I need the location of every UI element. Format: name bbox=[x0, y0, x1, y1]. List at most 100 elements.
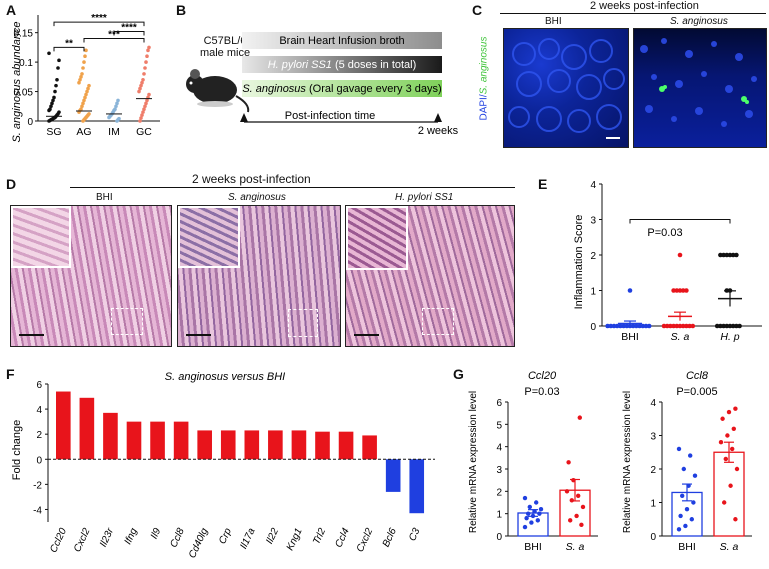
data-point bbox=[720, 416, 725, 421]
y-axis-label: DAPI/S. anginosus bbox=[478, 37, 490, 121]
y-tick-label: 2 bbox=[496, 487, 502, 498]
x-tick-label: Ccl4 bbox=[333, 526, 352, 549]
data-point bbox=[690, 323, 696, 329]
data-point bbox=[48, 107, 52, 112]
y-tick-label: 1 bbox=[496, 510, 502, 521]
data-point bbox=[50, 101, 54, 106]
data-point bbox=[54, 83, 58, 88]
bar bbox=[126, 421, 142, 460]
data-point bbox=[718, 323, 723, 329]
tissue-pattern bbox=[640, 38, 757, 127]
data-point bbox=[47, 51, 51, 56]
data-point bbox=[86, 86, 90, 91]
data-point bbox=[139, 83, 143, 88]
scale-bar bbox=[19, 334, 44, 336]
x-tick-label: Cxcl2 bbox=[355, 526, 376, 554]
panel-b: B C57BL/6 male mice Brain Heart Infusion… bbox=[170, 0, 460, 150]
x-tick-label: BHI bbox=[678, 541, 696, 553]
data-point bbox=[605, 323, 610, 329]
ccl8-title: Ccl8 bbox=[686, 370, 709, 382]
data-point bbox=[725, 433, 730, 438]
dapi-label: DAPI/ bbox=[478, 94, 490, 121]
timeline-end-label: 2 weeks bbox=[418, 125, 459, 137]
scale-bar bbox=[186, 334, 211, 336]
p-value-label: P=0.03 bbox=[647, 227, 682, 239]
y-tick-label: 6 bbox=[36, 380, 42, 391]
data-point bbox=[144, 101, 148, 106]
title-underline bbox=[70, 187, 515, 188]
data-point bbox=[691, 500, 696, 505]
sanginosus-bar-label: S. anginosus (Oral gavage every 3 days) bbox=[242, 83, 441, 95]
data-point bbox=[143, 66, 147, 70]
panel-d: D 2 weeks post-infection BHI S. anginosu… bbox=[0, 170, 520, 350]
y-tick-label: 0 bbox=[590, 322, 596, 333]
y-tick-label: -4 bbox=[33, 505, 42, 516]
title-underline bbox=[500, 13, 766, 14]
x-tick-label: BHI bbox=[621, 331, 639, 343]
data-point bbox=[532, 509, 537, 514]
data-point bbox=[637, 323, 642, 329]
data-point bbox=[146, 48, 150, 53]
abundance-scatter-chart: S. anginosus abundance 0 0.05 0.1 0.15 SG AG I… bbox=[11, 13, 160, 143]
y-axis-label: Fold change bbox=[11, 420, 23, 481]
bhi-fluorescence-image bbox=[503, 28, 629, 148]
data-point bbox=[618, 323, 623, 329]
y-tick-label: 6 bbox=[496, 398, 502, 409]
data-point bbox=[77, 80, 81, 85]
x-tick-label: Ccl8 bbox=[168, 526, 187, 549]
timeline-label: Post-infection time bbox=[285, 110, 375, 122]
hpylori-dose: (5 doses in total) bbox=[332, 59, 416, 71]
data-point bbox=[608, 323, 614, 329]
data-point bbox=[529, 520, 534, 525]
data-point bbox=[147, 92, 151, 97]
bar bbox=[150, 421, 165, 460]
sa-he-label: S. anginosus bbox=[228, 192, 286, 203]
strain-text: C57BL/6 bbox=[203, 35, 247, 47]
x-tick-label: Kng1 bbox=[285, 527, 305, 553]
mrna-expression-charts: Relative mRNA expression level Relative … bbox=[468, 370, 752, 553]
data-point bbox=[143, 104, 147, 109]
data-point bbox=[671, 288, 676, 293]
data-point bbox=[611, 323, 617, 329]
data-point bbox=[566, 460, 571, 465]
chart-title: S. anginosus versus BHI bbox=[165, 371, 285, 383]
data-point bbox=[634, 323, 639, 329]
data-point bbox=[730, 252, 736, 258]
data-point bbox=[538, 507, 544, 512]
x-tick-label: C3 bbox=[407, 526, 423, 543]
data-point bbox=[49, 104, 53, 109]
hpylori-bar bbox=[242, 56, 442, 73]
significance-bracket bbox=[113, 30, 145, 36]
x-tick-label: Il9 bbox=[149, 526, 164, 541]
sanginosus-dose: (Oral gavage every 3 days) bbox=[306, 83, 442, 95]
magnified-inset bbox=[178, 206, 240, 268]
data-point bbox=[680, 288, 686, 293]
sa-stain-label: S. anginosus bbox=[478, 36, 490, 95]
significance-bracket bbox=[83, 38, 145, 43]
data-point bbox=[56, 66, 60, 70]
data-point bbox=[117, 116, 121, 121]
bacteria-signal bbox=[659, 85, 749, 104]
panel-c-title: 2 weeks post-infection bbox=[590, 0, 699, 12]
panel-c: C 2 weeks post-infection BHI S. anginosu… bbox=[470, 0, 769, 150]
data-point bbox=[678, 513, 683, 519]
bar bbox=[291, 430, 307, 460]
data-point bbox=[80, 72, 84, 76]
data-point bbox=[727, 323, 733, 329]
y-tick-label: 2 bbox=[36, 430, 42, 441]
panel-label: B bbox=[176, 2, 187, 18]
y-tick-label: 3 bbox=[650, 432, 656, 443]
data-point bbox=[139, 116, 143, 120]
x-tick-label: S. a bbox=[566, 541, 585, 553]
data-point bbox=[681, 466, 686, 472]
panel-e: E Inflammation Score P=0.03 0 1 2 3 4 BHI S. a… bbox=[530, 170, 769, 350]
x-tick-label: S. a bbox=[671, 331, 690, 343]
data-point bbox=[680, 493, 685, 498]
bar bbox=[338, 431, 354, 460]
y-tick-label: 3 bbox=[590, 216, 596, 227]
data-point bbox=[83, 54, 87, 59]
bhi-he-image bbox=[10, 205, 172, 347]
start-arrow-icon bbox=[240, 113, 248, 122]
hpylori-he-image bbox=[345, 205, 515, 347]
y-tick-label: 4 bbox=[590, 180, 596, 191]
